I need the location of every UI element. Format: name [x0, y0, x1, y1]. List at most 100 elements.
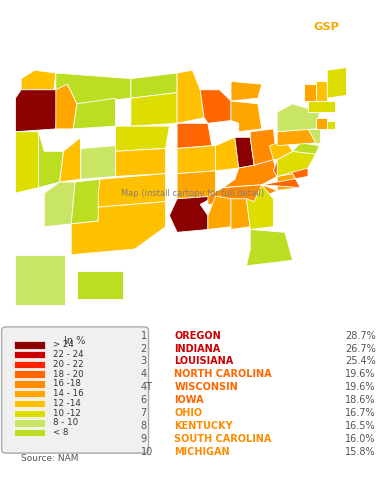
Text: 8 - 10: 8 - 10: [53, 418, 78, 427]
Text: OREGON: OREGON: [174, 330, 221, 341]
Polygon shape: [231, 101, 262, 132]
Polygon shape: [246, 185, 273, 229]
Text: 16.7%: 16.7%: [345, 408, 376, 418]
Text: 16.0%: 16.0%: [345, 434, 375, 444]
Text: (2011): (2011): [336, 22, 377, 32]
Text: WISCONSIN: WISCONSIN: [174, 382, 238, 392]
Polygon shape: [231, 199, 250, 229]
FancyBboxPatch shape: [14, 400, 45, 407]
Polygon shape: [231, 82, 262, 101]
Text: LOUISIANA: LOUISIANA: [174, 356, 233, 366]
Polygon shape: [21, 70, 56, 90]
Text: 14 - 16: 14 - 16: [53, 389, 84, 398]
Polygon shape: [177, 146, 216, 174]
Text: MICHIGAN: MICHIGAN: [174, 447, 230, 456]
Text: GSP: GSP: [314, 22, 340, 32]
Text: 4T: 4T: [141, 382, 152, 392]
Text: INDIANA: INDIANA: [174, 344, 221, 353]
Text: OHIO: OHIO: [174, 408, 203, 418]
Polygon shape: [270, 140, 293, 159]
Polygon shape: [277, 129, 316, 146]
FancyBboxPatch shape: [14, 341, 45, 348]
Polygon shape: [277, 151, 316, 176]
Text: KENTUCKY: KENTUCKY: [174, 421, 233, 431]
FancyBboxPatch shape: [14, 419, 45, 427]
FancyBboxPatch shape: [14, 370, 45, 378]
FancyBboxPatch shape: [2, 327, 149, 453]
Polygon shape: [116, 149, 166, 176]
Text: Map (install cartopy for full detail): Map (install cartopy for full detail): [121, 189, 264, 198]
Polygon shape: [177, 70, 204, 123]
Text: 8: 8: [141, 421, 147, 431]
Polygon shape: [246, 229, 293, 266]
Text: NORTH CAROLINA: NORTH CAROLINA: [174, 369, 272, 379]
Text: 10: 10: [141, 447, 153, 456]
Polygon shape: [177, 171, 216, 199]
Text: 7: 7: [141, 408, 147, 418]
Polygon shape: [38, 132, 64, 188]
Text: 20 - 22: 20 - 22: [53, 360, 84, 369]
Polygon shape: [262, 159, 308, 188]
Text: 10 -12: 10 -12: [53, 409, 81, 417]
Polygon shape: [60, 137, 81, 182]
FancyBboxPatch shape: [14, 410, 45, 417]
Polygon shape: [131, 73, 177, 98]
Polygon shape: [327, 121, 335, 129]
FancyBboxPatch shape: [14, 429, 45, 436]
Text: > 24: > 24: [53, 340, 74, 349]
Text: 28.7%: 28.7%: [345, 330, 376, 341]
Polygon shape: [208, 196, 231, 229]
Text: 18.6%: 18.6%: [345, 395, 375, 405]
Polygon shape: [250, 129, 277, 165]
Polygon shape: [308, 135, 316, 143]
Polygon shape: [44, 182, 75, 226]
Polygon shape: [277, 104, 320, 132]
Polygon shape: [200, 90, 231, 123]
Polygon shape: [308, 101, 335, 112]
Text: Manufacturing Share of: Manufacturing Share of: [150, 22, 307, 32]
Polygon shape: [15, 132, 44, 193]
Text: 2: 2: [141, 344, 147, 353]
Polygon shape: [277, 174, 300, 191]
Polygon shape: [235, 137, 254, 168]
FancyBboxPatch shape: [14, 351, 45, 358]
Polygon shape: [316, 82, 327, 101]
Polygon shape: [223, 159, 277, 188]
Polygon shape: [98, 174, 166, 207]
Polygon shape: [15, 90, 58, 132]
Text: 18 - 20: 18 - 20: [53, 369, 84, 379]
Text: 12 -14: 12 -14: [53, 399, 81, 408]
Text: SOUTH CAROLINA: SOUTH CAROLINA: [174, 434, 271, 444]
Polygon shape: [316, 118, 327, 129]
FancyBboxPatch shape: [14, 361, 45, 368]
Polygon shape: [56, 73, 131, 104]
Text: 1: 1: [141, 330, 147, 341]
Text: 26.7%: 26.7%: [345, 344, 376, 353]
Text: In %: In %: [64, 336, 86, 347]
Polygon shape: [71, 202, 166, 255]
Text: Source: NAM: Source: NAM: [21, 454, 79, 463]
Polygon shape: [81, 137, 116, 179]
Polygon shape: [293, 143, 320, 154]
Polygon shape: [71, 179, 100, 224]
Text: Top 10 States for: Top 10 States for: [15, 22, 116, 32]
Polygon shape: [77, 271, 123, 299]
FancyBboxPatch shape: [14, 380, 45, 388]
Text: 9: 9: [141, 434, 147, 444]
Polygon shape: [304, 84, 316, 101]
Polygon shape: [208, 185, 277, 204]
Polygon shape: [116, 126, 169, 151]
Text: 22 - 24: 22 - 24: [53, 350, 84, 359]
Text: 25.4%: 25.4%: [345, 356, 376, 366]
Text: 16 -18: 16 -18: [53, 380, 81, 388]
Polygon shape: [131, 92, 177, 126]
Text: < 8: < 8: [53, 428, 68, 437]
Text: 6: 6: [141, 395, 147, 405]
Polygon shape: [327, 68, 346, 98]
Text: 3: 3: [141, 356, 147, 366]
Text: IOWA: IOWA: [174, 395, 204, 405]
Polygon shape: [15, 255, 65, 305]
Text: 15.8%: 15.8%: [345, 447, 376, 456]
Polygon shape: [73, 98, 116, 129]
Polygon shape: [308, 129, 320, 143]
